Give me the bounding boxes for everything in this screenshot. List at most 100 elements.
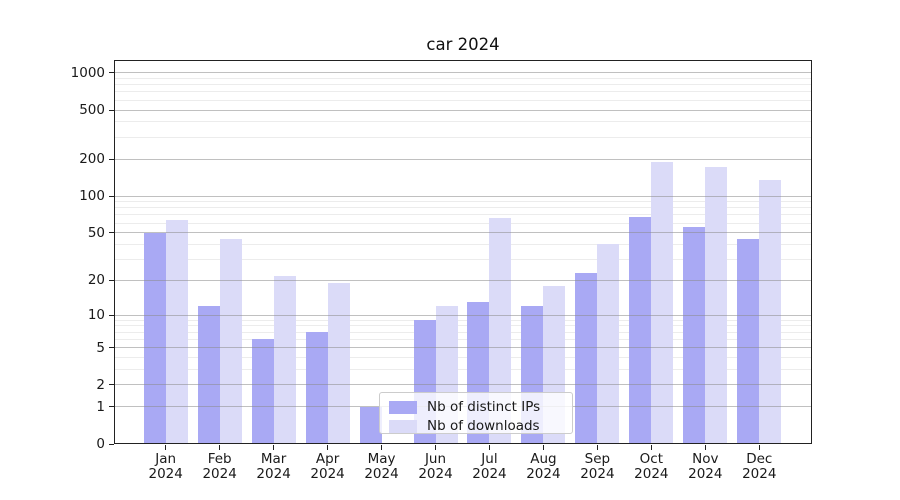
x-label-month: Jan — [155, 451, 177, 467]
y-tick-1 — [109, 406, 114, 408]
y-tick-label-10: 10 — [87, 307, 105, 324]
bar-nb-of-distinct-ips-apr — [305, 332, 328, 444]
x-tick-oct — [650, 445, 652, 450]
x-tick-label-feb: Feb 2024 — [188, 452, 252, 482]
x-label-month: Aug — [530, 451, 557, 467]
bar-nb-of-downloads-mar — [273, 275, 296, 444]
gridline-major-1000 — [115, 72, 811, 74]
y-tick-20 — [109, 279, 114, 281]
gridline-major-20 — [115, 279, 811, 281]
x-label-year: 2024 — [526, 466, 561, 482]
x-tick-jan — [165, 445, 167, 450]
bar-nb-of-downloads-sep — [597, 244, 620, 444]
x-tick-jul — [488, 445, 490, 450]
x-tick-aug — [542, 445, 544, 450]
x-label-year: 2024 — [148, 466, 183, 482]
x-tick-label-jul: Jul 2024 — [457, 452, 521, 482]
bar-nb-of-downloads-oct — [651, 161, 674, 444]
x-label-year: 2024 — [688, 466, 723, 482]
x-tick-sep — [596, 445, 598, 450]
bar-nb-of-distinct-ips-nov — [683, 226, 706, 444]
legend-swatch-downloads — [389, 419, 417, 433]
gridline-minor-70 — [115, 214, 811, 216]
legend-label-distinct-ips: Nb of distinct IPs — [427, 399, 541, 415]
gridline-minor-400 — [115, 121, 811, 123]
gridline-minor-700 — [115, 91, 811, 93]
y-tick-label-100: 100 — [79, 188, 105, 205]
y-tick-label-5: 5 — [96, 339, 105, 356]
y-tick-1000 — [109, 72, 114, 74]
gridline-minor-60 — [115, 222, 811, 224]
gridline-minor-4 — [115, 357, 811, 359]
x-label-year: 2024 — [742, 466, 777, 482]
x-tick-jun — [435, 445, 436, 450]
x-label-month: Mar — [260, 451, 287, 467]
x-label-month: Oct — [639, 451, 663, 467]
y-tick-label-1000: 1000 — [70, 64, 105, 81]
gridline-minor-80 — [115, 207, 811, 209]
x-label-month: Jun — [424, 451, 447, 467]
y-tick-10 — [109, 314, 114, 316]
x-tick-may — [381, 445, 383, 450]
legend-swatch-distinct-ips — [389, 400, 417, 414]
x-tick-label-dec: Dec 2024 — [727, 452, 791, 482]
legend: Nb of distinct IPs Nb of downloads — [379, 392, 573, 434]
x-label-month: Feb — [207, 451, 232, 467]
y-tick-50 — [109, 232, 114, 234]
x-tick-label-nov: Nov 2024 — [673, 452, 737, 482]
gridline-minor-900 — [115, 78, 811, 79]
y-tick-500 — [109, 109, 114, 111]
y-tick-label-50: 50 — [87, 224, 105, 241]
x-label-year: 2024 — [202, 466, 237, 482]
bar-nb-of-distinct-ips-dec — [737, 239, 760, 444]
x-tick-label-apr: Apr 2024 — [296, 452, 360, 482]
gridline-minor-8 — [115, 325, 811, 327]
gridline-minor-3 — [115, 369, 811, 371]
x-tick-label-aug: Aug 2024 — [511, 452, 575, 482]
bar-nb-of-distinct-ips-may — [359, 406, 382, 444]
bar-nb-of-distinct-ips-oct — [629, 217, 652, 444]
gridline-minor-30 — [115, 259, 811, 261]
gridline-major-100 — [115, 195, 811, 197]
gridline-minor-6 — [115, 338, 811, 340]
x-tick-dec — [758, 445, 760, 450]
x-label-year: 2024 — [580, 466, 615, 482]
bar-nb-of-distinct-ips-feb — [197, 306, 220, 444]
y-tick-2 — [109, 384, 114, 386]
gridline-minor-40 — [115, 243, 811, 245]
gridline-minor-800 — [115, 84, 811, 86]
legend-label-downloads: Nb of downloads — [427, 418, 540, 434]
x-label-month: Apr — [315, 451, 340, 467]
x-label-month: May — [367, 451, 396, 467]
gridline-major-200 — [115, 158, 811, 160]
x-label-year: 2024 — [472, 466, 507, 482]
bar-nb-of-downloads-feb — [219, 239, 242, 444]
gridline-minor-300 — [115, 136, 811, 138]
gridline-minor-7 — [115, 331, 811, 333]
bar-nb-of-downloads-jul — [489, 218, 512, 444]
gridline-minor-90 — [115, 201, 811, 203]
x-tick-label-may: May 2024 — [350, 452, 414, 482]
x-tick-label-mar: Mar 2024 — [242, 452, 306, 482]
bar-nb-of-distinct-ips-sep — [575, 273, 598, 444]
bar-nb-of-distinct-ips-mar — [251, 339, 274, 444]
x-label-year: 2024 — [310, 466, 345, 482]
y-tick-5 — [109, 347, 114, 349]
bar-nb-of-downloads-apr — [327, 283, 350, 444]
x-tick-label-jun: Jun 2024 — [404, 452, 468, 482]
x-tick-mar — [273, 445, 275, 450]
x-tick-label-jan: Jan 2024 — [134, 452, 198, 482]
gridline-major-2 — [115, 384, 811, 386]
y-tick-100 — [109, 195, 114, 197]
x-label-month: Sep — [584, 451, 611, 467]
y-tick-label-0: 0 — [96, 436, 105, 452]
bar-nb-of-downloads-nov — [705, 166, 728, 444]
gridline-major-50 — [115, 232, 811, 234]
bar-nb-of-downloads-dec — [759, 180, 782, 444]
x-tick-label-oct: Oct 2024 — [619, 452, 683, 482]
x-label-month: Nov — [692, 451, 719, 467]
y-tick-0 — [109, 443, 114, 445]
y-tick-200 — [109, 158, 114, 160]
x-tick-label-sep: Sep 2024 — [565, 452, 629, 482]
